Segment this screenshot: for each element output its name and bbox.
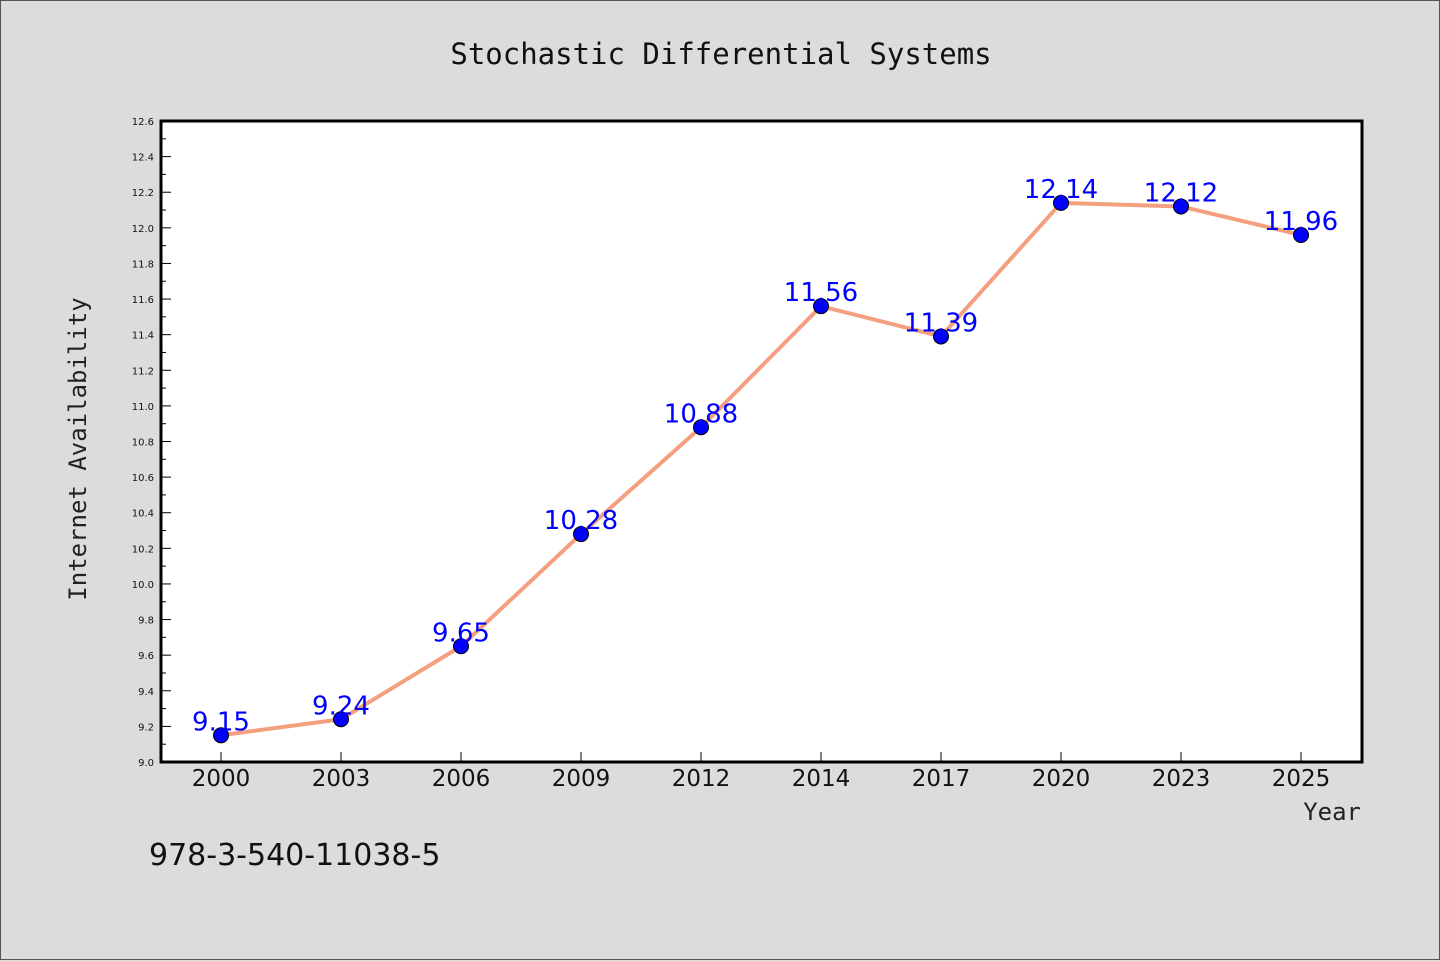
data-label: 11.56 bbox=[784, 278, 858, 308]
isbn-annotation: 978-3-540-11038-5 bbox=[149, 838, 440, 873]
data-labels: 9.15 9.24 9.65 10.28 10.88 11.56 11.39 12.14 12.… bbox=[192, 175, 1338, 737]
y-axis-title: Internet Availability bbox=[64, 297, 92, 600]
x-tick-label: 2009 bbox=[552, 766, 611, 792]
data-point bbox=[333, 711, 349, 728]
data-point bbox=[213, 727, 229, 744]
data-label: 12.12 bbox=[1144, 178, 1218, 208]
y-tick-label: 11.4 bbox=[132, 331, 154, 342]
x-tick-label: 2023 bbox=[1152, 766, 1211, 792]
data-point bbox=[693, 419, 709, 436]
data-point bbox=[1173, 198, 1189, 215]
data-label: 9.65 bbox=[432, 618, 490, 648]
data-point bbox=[933, 328, 949, 345]
data-markers bbox=[213, 194, 1309, 744]
y-tick-label: 12.6 bbox=[132, 117, 154, 128]
x-tick-label: 2017 bbox=[912, 766, 971, 792]
x-tick-label: 2020 bbox=[1032, 766, 1091, 792]
data-point bbox=[813, 298, 829, 315]
y-tick-label: 11.0 bbox=[132, 402, 154, 413]
y-tick-label: 10.0 bbox=[132, 580, 154, 591]
data-label: 11.96 bbox=[1264, 207, 1338, 237]
y-tick-label: 10.8 bbox=[132, 438, 154, 449]
data-point bbox=[1053, 194, 1069, 211]
y-tick-label: 11.8 bbox=[132, 259, 154, 270]
y-tick-label: 10.2 bbox=[132, 544, 154, 555]
x-tick-label: 2025 bbox=[1272, 766, 1331, 792]
x-tick-label: 2006 bbox=[432, 766, 491, 792]
y-tick-label: 12.4 bbox=[132, 153, 154, 164]
y-tick-label: 9.6 bbox=[138, 651, 154, 662]
series-line bbox=[220, 200, 1302, 738]
y-tick-label: 9.0 bbox=[138, 758, 154, 769]
data-point bbox=[453, 638, 469, 655]
y-tick-label: 11.6 bbox=[132, 295, 154, 306]
x-axis: 2000 2003 2006 2009 2012 2014 2017 2020 2023 2025 bbox=[192, 752, 1331, 792]
data-label: 10.88 bbox=[664, 399, 738, 429]
y-tick-label: 12.0 bbox=[132, 224, 154, 235]
data-label: 9.24 bbox=[312, 691, 370, 721]
data-point bbox=[573, 526, 589, 543]
y-tick-label: 9.8 bbox=[138, 616, 154, 627]
x-tick-label: 2003 bbox=[312, 766, 371, 792]
x-tick-label: 2012 bbox=[672, 766, 731, 792]
y-tick-label: 12.2 bbox=[132, 188, 154, 199]
data-label: 11.39 bbox=[904, 308, 978, 338]
x-tick-label: 2014 bbox=[792, 766, 851, 792]
y-tick-label: 10.6 bbox=[132, 473, 154, 484]
y-tick-label: 11.2 bbox=[132, 366, 154, 377]
data-point bbox=[1293, 226, 1309, 243]
y-tick-label: 9.2 bbox=[138, 722, 154, 733]
y-tick-label: 10.4 bbox=[132, 509, 154, 520]
x-tick-label: 2000 bbox=[192, 766, 251, 792]
data-label: 9.15 bbox=[192, 707, 250, 737]
chart-title: Stochastic Differential Systems bbox=[450, 37, 991, 71]
x-axis-title: Year bbox=[1303, 798, 1361, 826]
y-axis: 9.0 9.2 9.4 9.6 9.8 10.0 10.2 10.4 10.6 10.8 11.0 1… bbox=[132, 117, 171, 769]
data-label: 10.28 bbox=[544, 506, 618, 536]
y-tick-label: 9.4 bbox=[138, 687, 154, 698]
plot-area bbox=[159, 119, 1364, 764]
data-label: 12.14 bbox=[1024, 175, 1098, 205]
